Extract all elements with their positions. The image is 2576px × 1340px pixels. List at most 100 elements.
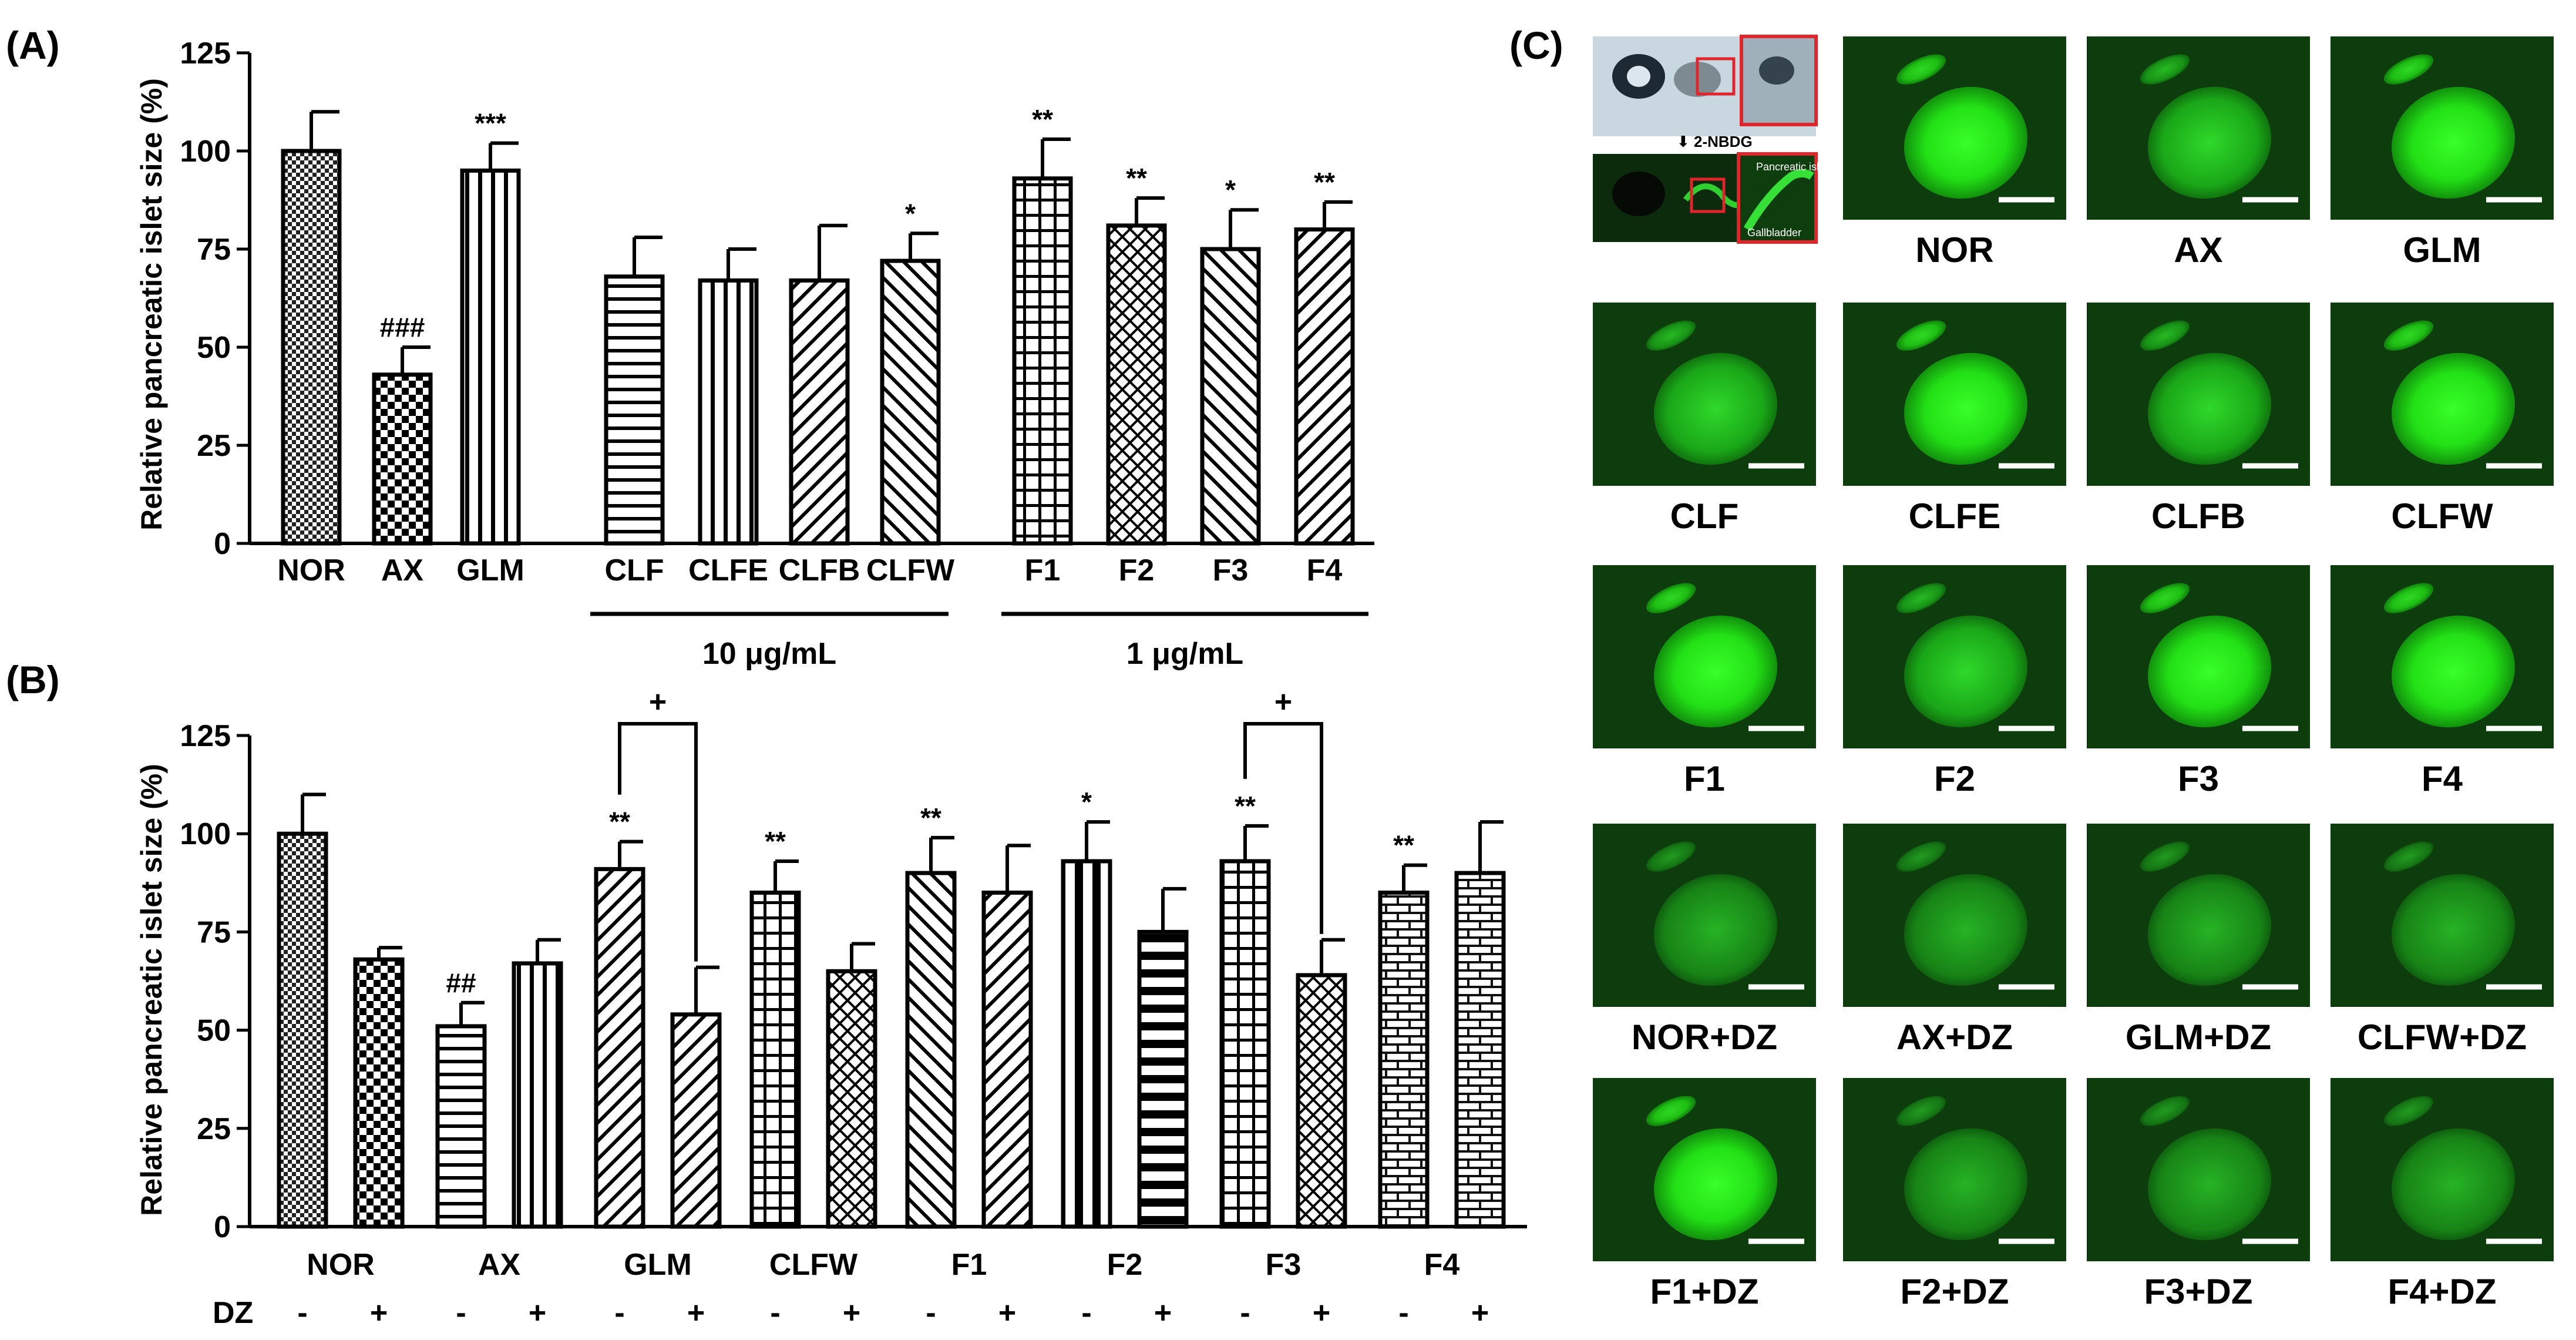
fluorescence-image-f3: F3 — [2087, 565, 2310, 798]
chart-a-category-label: CLFW — [866, 553, 955, 587]
chart-a-bar-clf — [604, 274, 665, 546]
chart-b-ytick-label: 25 — [197, 1112, 231, 1146]
image-label: CLF — [1670, 496, 1739, 536]
chart-a-category-label: F2 — [1119, 553, 1155, 587]
fluorescence-image-f4: F4 — [2330, 565, 2554, 798]
islet-shape — [1654, 352, 1777, 465]
chart-b-bar-ax-minus — [435, 1024, 487, 1229]
chart-b-dz-sign: - — [1081, 1296, 1091, 1330]
chart-b-significance: ** — [1393, 830, 1414, 861]
chart-b-significance: ** — [1235, 791, 1256, 821]
chart-b-dz-sign: - — [1240, 1296, 1250, 1330]
chart-b-ytick-label: 125 — [180, 719, 231, 753]
chart-a-significance: * — [1225, 174, 1236, 205]
chart-b-dz-sign: - — [1398, 1296, 1408, 1330]
gallbladder-shape — [1896, 841, 1946, 872]
image-label: F1 — [1684, 759, 1725, 798]
image-label: F4 — [2422, 759, 2463, 798]
chart-b-dz-sign: + — [529, 1296, 546, 1330]
chart-a-bar-f1 — [1012, 176, 1073, 546]
chart-b-bracket-label: + — [649, 685, 667, 719]
overview-inset-label-gallbladder: Gallbladder — [1747, 227, 1801, 239]
islet-shape — [1904, 1128, 2027, 1241]
chart-a-category-label: F4 — [1307, 553, 1343, 587]
fluorescence-image-f1-dz: F1+DZ — [1593, 1078, 1816, 1311]
chart-b-category-label: NOR — [307, 1248, 375, 1282]
chart-b-category-label: F2 — [1107, 1248, 1143, 1282]
image-label: AX+DZ — [1896, 1017, 2013, 1057]
islet-shape — [2392, 1128, 2515, 1241]
chart-b-dz-sign: + — [1154, 1296, 1172, 1330]
gallbladder-shape — [1646, 841, 1696, 872]
chart-a-category-label: F3 — [1213, 553, 1249, 587]
chart-b-category-label: CLFW — [769, 1248, 858, 1282]
chart-b-significance: ** — [765, 826, 786, 857]
chart-b-bar-glm-plus — [670, 1012, 722, 1229]
chart-b-dz-sign: + — [370, 1296, 388, 1330]
gallbladder-shape — [2140, 1096, 2190, 1126]
chart-b-significance: * — [1081, 787, 1092, 817]
fluorescence-image-nor-dz: NOR+DZ — [1593, 824, 1816, 1057]
panel-a-label: (A) — [6, 23, 60, 67]
gallbladder-shape — [1896, 320, 1946, 351]
chart-b-dz-sign: + — [1471, 1296, 1489, 1330]
chart-a-bar-clfb — [789, 278, 850, 546]
gallbladder-shape — [1646, 320, 1696, 351]
overview-image: ⬇ 2-NBDG Pancreatic islet Gallbladder — [1593, 35, 1828, 244]
islet-shape — [2148, 352, 2271, 465]
chart-a-bar-glm — [460, 168, 521, 546]
fluorescence-image-glm: GLM — [2330, 36, 2554, 270]
chart-b-dz-sign: + — [687, 1296, 705, 1330]
chart-a-significance: ** — [1032, 104, 1053, 135]
chart-a-bar-clfe — [698, 278, 759, 546]
fluorescence-image-ax: AX — [2087, 36, 2310, 270]
chart-a-significance: ### — [380, 312, 425, 342]
chart-b-bar-clfw-plus — [826, 969, 877, 1229]
islet-shape — [1904, 615, 2027, 728]
chart-a-group-label: 1 μg/mL — [1126, 637, 1243, 671]
chart-a-category-label: CLFB — [779, 553, 860, 587]
chart-b-bar-f3-minus — [1219, 859, 1271, 1229]
gallbladder-shape — [1896, 54, 1946, 85]
islet-shape — [2392, 874, 2515, 986]
fluorescence-image-clf: CLF — [1593, 303, 1816, 536]
chart-b-category-label: GLM — [624, 1248, 692, 1282]
islet-shape — [2392, 86, 2515, 199]
chart-b-bar-f3-plus — [1296, 973, 1347, 1229]
chart-b-ylabel: Relative pancreatic islet size (%) — [135, 764, 168, 1216]
islet-shape — [2392, 615, 2515, 728]
overview-arrow-label: ⬇ 2-NBDG — [1677, 133, 1753, 150]
gallbladder-shape — [1646, 583, 1696, 613]
gallbladder-shape — [2383, 841, 2434, 872]
fluorescence-image-clfw: CLFW — [2330, 303, 2554, 536]
chart-b-bar-f4-minus — [1378, 891, 1430, 1229]
islet-shape — [2148, 1128, 2271, 1241]
chart-b-bar-f2-plus — [1137, 929, 1189, 1229]
islet-shape — [1654, 874, 1777, 986]
chart-b-bar-f1-minus — [905, 871, 957, 1229]
image-label: CLFE — [1909, 496, 2001, 536]
chart-b-bracket — [618, 722, 698, 962]
chart-b-dz-sign: - — [297, 1296, 307, 1330]
islet-shape — [1904, 352, 2027, 465]
chart-b-bar-glm-minus — [594, 867, 645, 1229]
chart-b-ytick-label: 75 — [197, 915, 231, 949]
gallbladder-shape — [1896, 583, 1946, 613]
chart-a-bar-f2 — [1106, 223, 1167, 546]
image-label: GLM — [2403, 230, 2481, 270]
chart-a-category-label: CLF — [604, 553, 664, 587]
chart-a-significance: ** — [1126, 163, 1147, 193]
image-label: F3+DZ — [2144, 1272, 2252, 1311]
chart-a-category-label: AX — [381, 553, 424, 587]
islet-shape — [2392, 352, 2515, 465]
chart-b-category-label: F3 — [1266, 1248, 1302, 1282]
chart-b-dz-sign: + — [998, 1296, 1016, 1330]
chart-a-ytick-label: 50 — [197, 331, 231, 365]
chart-b-bar-f2-minus — [1061, 859, 1112, 1229]
chart-a-ytick-label: 25 — [197, 429, 231, 463]
chart-a-bar-ax — [372, 372, 433, 546]
chart-b-bracket-label: + — [1274, 685, 1292, 719]
fluorescence-image-f2-dz: F2+DZ — [1843, 1078, 2066, 1311]
chart-a-group-label: 10 μg/mL — [702, 637, 836, 671]
